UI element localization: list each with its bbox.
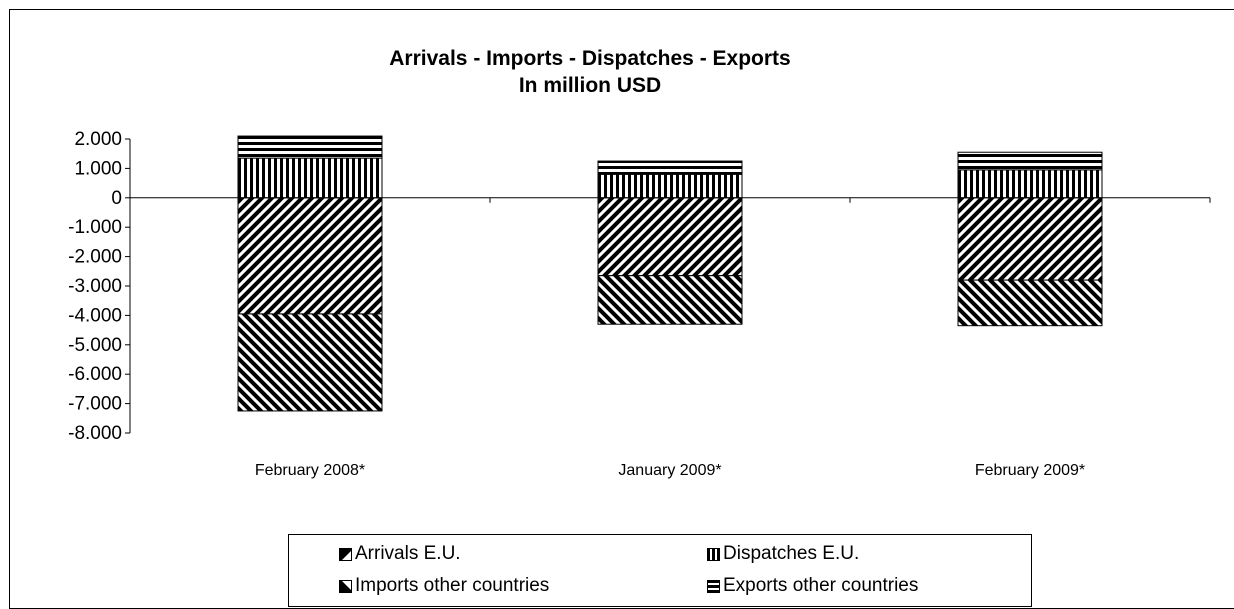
legend-item-dispatches-eu: Dispatches E.U. (707, 543, 859, 565)
y-tick-label: -5.000 (68, 335, 122, 356)
plot-svg: 2.000 1.000 0 -1.000 -2.000 -3.000 -4.000 -5.00… (68, 129, 1211, 479)
y-tick-label: -2.000 (68, 247, 122, 268)
x-category-label: February 2009* (975, 462, 1085, 479)
y-tick-label: 0 (111, 188, 122, 209)
bar-segment-horizontal (957, 151, 1103, 171)
chart-subtitle: In million USD (518, 74, 662, 97)
bar-segment-vertical (957, 169, 1103, 199)
legend-item-imports-other: Imports other countries (339, 575, 549, 597)
bar-segment-horizontal (237, 135, 383, 159)
bar-segment-diag-down (597, 275, 743, 325)
x-axis: February 2008* January 2009* February 2009… (130, 197, 1211, 479)
legend-label: Imports other countries (355, 575, 550, 596)
y-tick-label: -1.000 (68, 217, 122, 238)
legend: Arrivals E.U. Dispatches E.U. Imports ot… (288, 534, 1032, 607)
legend-item-arrivals-eu: Arrivals E.U. (339, 543, 461, 565)
y-tick-label: 2.000 (74, 129, 122, 150)
x-category-label: February 2008* (255, 462, 365, 479)
chart-title: Arrivals - Imports - Dispatches - Export… (389, 47, 791, 70)
bar-segment-horizontal (597, 160, 743, 175)
y-tick-label: -4.000 (68, 305, 122, 326)
bar-segment-vertical (237, 157, 383, 199)
legend-label: Arrivals E.U. (355, 543, 461, 564)
horizontal-stripes-icon (707, 579, 720, 593)
bars (237, 135, 1103, 412)
legend-label: Exports other countries (723, 575, 919, 596)
y-tick-label: 1.000 (74, 158, 122, 179)
diag-up-icon (339, 547, 352, 561)
legend-label: Dispatches E.U. (723, 543, 860, 564)
bar-segment-diag-up (597, 197, 743, 277)
chart-area: Arrivals - Imports - Dispatches - Export… (9, 9, 1234, 609)
bar-segment-diag-up (237, 197, 383, 315)
bar-segment-diag-down (957, 279, 1103, 327)
y-tick-label: -6.000 (68, 364, 122, 385)
legend-item-exports-other: Exports other countries (707, 575, 918, 597)
bar-segment-vertical (597, 173, 743, 199)
y-tick-label: -8.000 (68, 423, 122, 444)
bar-segment-diag-down (237, 313, 383, 412)
y-tick-label: -3.000 (68, 276, 122, 297)
y-tick-label: -7.000 (68, 394, 122, 415)
x-category-label: January 2009* (618, 462, 721, 479)
vertical-stripes-icon (707, 547, 720, 561)
bar-segment-diag-up (957, 197, 1103, 281)
diag-down-icon (339, 579, 352, 593)
y-axis: 2.000 1.000 0 -1.000 -2.000 -3.000 -4.000 -5.00… (68, 129, 131, 444)
